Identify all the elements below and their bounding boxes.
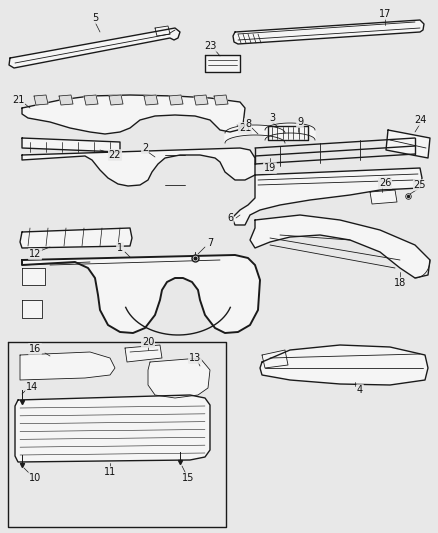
Polygon shape — [22, 148, 254, 186]
Polygon shape — [155, 26, 170, 36]
Polygon shape — [205, 55, 240, 72]
Polygon shape — [84, 95, 98, 105]
Text: 10: 10 — [29, 473, 41, 483]
Polygon shape — [233, 20, 423, 44]
Polygon shape — [109, 95, 123, 105]
Text: 1: 1 — [117, 243, 123, 253]
Text: 19: 19 — [263, 163, 276, 173]
Text: 18: 18 — [393, 278, 405, 288]
Polygon shape — [144, 95, 158, 105]
Text: 7: 7 — [206, 238, 212, 248]
Polygon shape — [225, 125, 284, 143]
Polygon shape — [259, 345, 427, 385]
Text: 9: 9 — [296, 117, 302, 127]
Polygon shape — [213, 95, 227, 105]
Polygon shape — [15, 395, 209, 462]
Polygon shape — [125, 345, 162, 362]
Polygon shape — [369, 190, 396, 204]
Polygon shape — [22, 255, 259, 333]
Text: 16: 16 — [29, 344, 41, 354]
Text: 8: 8 — [244, 119, 251, 129]
Text: 13: 13 — [188, 353, 201, 363]
Polygon shape — [385, 130, 429, 158]
Text: 25: 25 — [413, 180, 425, 190]
Text: 3: 3 — [268, 113, 275, 123]
Text: 6: 6 — [226, 213, 233, 223]
Polygon shape — [265, 123, 314, 140]
Polygon shape — [34, 95, 48, 105]
Polygon shape — [261, 350, 287, 368]
Polygon shape — [22, 95, 244, 134]
Polygon shape — [9, 28, 180, 68]
Polygon shape — [22, 268, 45, 285]
Text: 11: 11 — [104, 467, 116, 477]
Text: 2: 2 — [141, 143, 148, 153]
Text: 20: 20 — [141, 337, 154, 347]
Text: 15: 15 — [181, 473, 194, 483]
Text: 21: 21 — [12, 95, 24, 105]
Polygon shape — [59, 95, 73, 105]
Polygon shape — [231, 168, 421, 225]
Text: 5: 5 — [92, 13, 98, 23]
Text: 26: 26 — [378, 178, 390, 188]
Text: 24: 24 — [413, 115, 425, 125]
Polygon shape — [22, 300, 42, 318]
Text: 21: 21 — [238, 123, 251, 133]
Text: 14: 14 — [26, 382, 38, 392]
Polygon shape — [20, 228, 132, 248]
Text: 23: 23 — [203, 41, 215, 51]
Text: 4: 4 — [356, 385, 362, 395]
Text: 12: 12 — [29, 249, 41, 259]
Polygon shape — [148, 358, 209, 398]
Polygon shape — [22, 138, 120, 152]
Polygon shape — [169, 95, 183, 105]
Polygon shape — [267, 126, 307, 140]
Polygon shape — [249, 215, 429, 278]
Polygon shape — [8, 342, 226, 527]
Text: 22: 22 — [109, 150, 121, 160]
Text: 17: 17 — [378, 9, 390, 19]
Polygon shape — [20, 352, 115, 380]
Polygon shape — [194, 95, 208, 105]
